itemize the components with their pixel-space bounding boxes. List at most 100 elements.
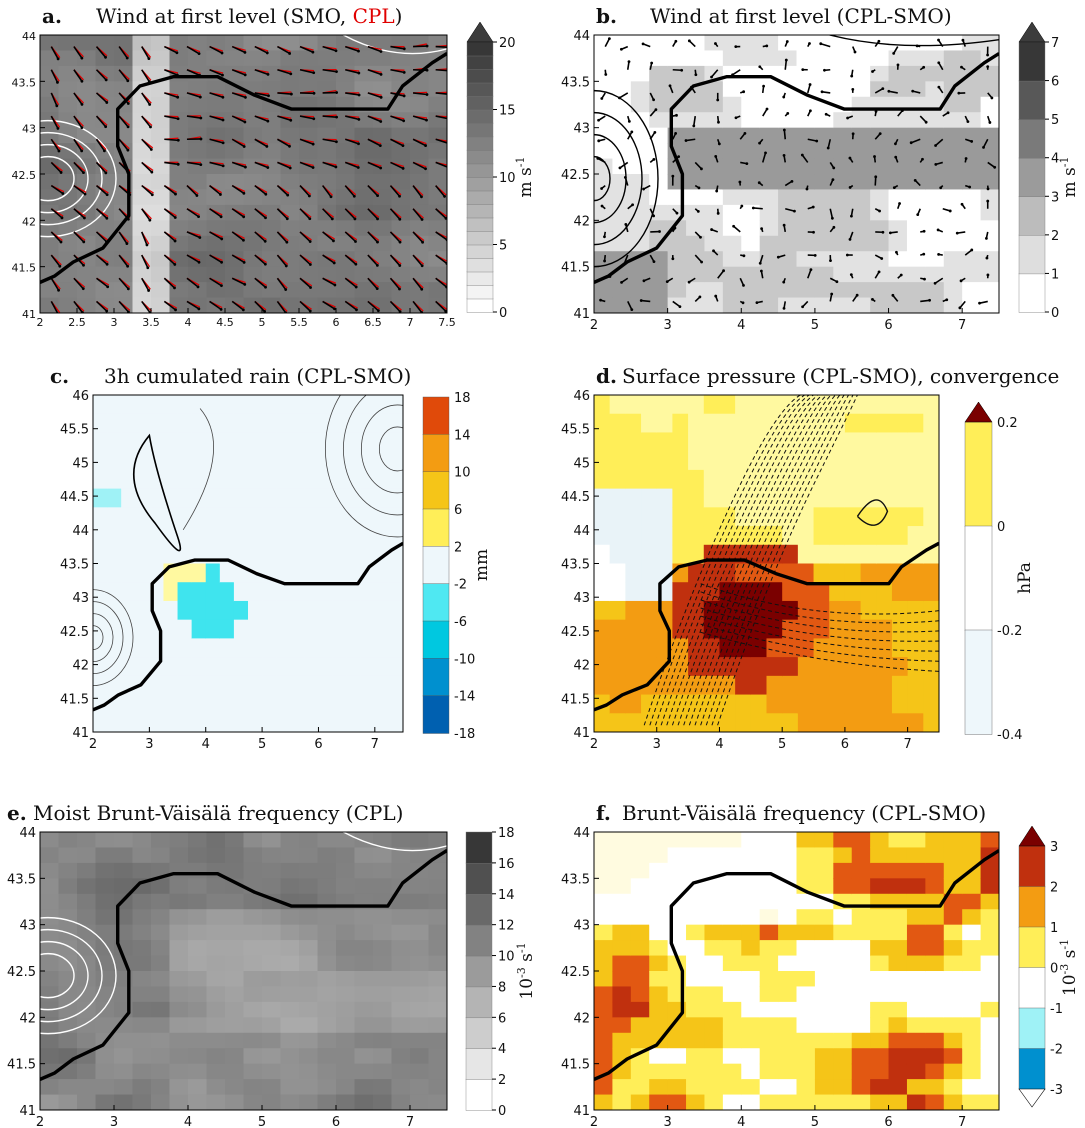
colorbar-unit: m s-1	[514, 157, 536, 198]
colorbar-label: 0	[498, 1104, 506, 1119]
panel-letter: e.	[7, 801, 27, 825]
x-tick-label: 4	[737, 318, 745, 333]
x-tick-label: 2	[590, 737, 598, 752]
x-tick-label: 6	[332, 1115, 340, 1128]
colorbar-cell	[422, 695, 450, 734]
x-tick-label: 6	[333, 316, 340, 329]
y-tick-label: 44	[72, 524, 89, 539]
panel-a: 2 2.5 3 3.5 4 4.5 5 5.5 6 6.5 7 7.5 41 41.5 42 42.5 43 43…	[12, 4, 537, 329]
x-tick-label: 5	[811, 318, 819, 333]
colorbar-cell	[466, 190, 494, 205]
y-tick-label: 42	[573, 659, 590, 674]
panel-f: 2 3 4 5 6 7 41 41.5 42 42.5 43 43.5 44 f. Brunt-Väisäl…	[561, 801, 1080, 1128]
y-tick-label: 42	[573, 214, 590, 229]
plot-area	[93, 395, 403, 732]
x-tick-label: 3	[653, 737, 661, 752]
colorbar-label: 15	[499, 104, 516, 119]
colorbar-cell	[1018, 845, 1046, 888]
colorbar: 0 2 4 6 8 10 12 14 16 18 10-3 s-1	[465, 826, 537, 1119]
x-tick-label: 3	[110, 1115, 118, 1128]
chart-title: Surface pressure (CPL-SMO), convergence	[622, 364, 1059, 388]
x-tick-label: 2	[590, 1115, 598, 1128]
colorbar-label: 2	[454, 540, 462, 555]
colorbar-cell	[1018, 157, 1046, 197]
colorbar-cell	[466, 163, 494, 178]
coastline	[93, 541, 403, 712]
colorbar-label: 8	[498, 980, 506, 995]
panel-d: 2 3 4 5 6 74141.54242.54343.54444.54545.546d.…	[561, 364, 1059, 752]
colorbar-cell	[466, 122, 494, 138]
colorbar-cell	[1018, 1007, 1046, 1050]
colorbar-cell	[422, 546, 450, 585]
colorbar-unit: mm	[472, 549, 492, 581]
colorbar-label: 10	[499, 171, 516, 186]
y-tick-label: 41	[573, 726, 590, 741]
y-tick-label: 43	[573, 919, 590, 934]
colorbar-bottom-arrow	[1018, 1088, 1046, 1108]
wind-vectors	[50, 43, 447, 313]
colorbar-label: 2	[498, 1073, 506, 1088]
y-tick-label: 42.5	[561, 168, 590, 183]
y-tick-label: 43	[19, 919, 36, 934]
panel-c: 2 3 4 5 6 74141.54242.54343.54444.54545.546c.…	[50, 364, 492, 752]
y-tick-label: 43.5	[7, 872, 36, 887]
colorbar-cell	[465, 893, 493, 926]
chart-title: Brunt-Väisälä frequency (CPL-SMO)	[622, 801, 986, 825]
y-tick-label: 43	[573, 122, 590, 137]
x-tick-label: 3	[145, 737, 153, 752]
y-tick-label: 42.5	[12, 169, 37, 182]
x-tick-label: 3.5	[142, 316, 160, 329]
colorbar-top-arrow	[466, 21, 494, 43]
colorbar-cell	[422, 620, 450, 660]
colorbar-cell	[466, 82, 494, 97]
coastline	[594, 52, 999, 284]
x-tick-label: 3	[663, 318, 671, 333]
colorbar: 0 1 2 3 4 5 6 7 m s-1	[1018, 21, 1080, 321]
colorbar-cell	[465, 831, 493, 864]
colorbar-label: 14	[498, 888, 515, 903]
y-tick-label: 46	[573, 389, 590, 404]
colorbar-cell	[465, 1078, 493, 1111]
colorbar-label: 0	[499, 306, 507, 321]
colorbar-label: 2	[1051, 229, 1059, 244]
colorbar-cell	[465, 986, 493, 1019]
colorbar: 0.2 0 -0.2 -0.4 hPa	[964, 401, 1035, 743]
colorbar-unit: 10-3 s-1	[1058, 939, 1080, 996]
colorbar-label: 1	[1050, 921, 1058, 936]
colorbar-label: 0	[1050, 962, 1058, 977]
colorbar-label: 1	[1051, 267, 1059, 282]
plot-area	[40, 832, 447, 1110]
y-tick-label: 43	[72, 591, 89, 606]
colorbar-cell	[964, 629, 993, 735]
colorbar-label: 0.2	[997, 416, 1018, 431]
colorbar-label: -14	[454, 690, 475, 705]
colorbar-cell	[1018, 118, 1046, 159]
x-tick-label: 4	[715, 737, 723, 752]
y-tick-label: 42	[72, 659, 89, 674]
x-tick-label: 6.5	[364, 316, 382, 329]
colorbar-cell	[1018, 196, 1046, 236]
x-tick-label: 4	[737, 1115, 745, 1128]
y-tick-label: 44.5	[561, 490, 590, 505]
colorbar-label: 10	[454, 466, 471, 481]
x-tick-label: 2	[590, 318, 598, 333]
colorbar-label: 6	[1051, 75, 1059, 90]
y-tick-label: 42.5	[7, 965, 36, 980]
colorbar-cell	[1018, 234, 1046, 275]
colorbar-cell	[422, 471, 450, 510]
x-tick-label: 4	[202, 737, 210, 752]
colorbar-cell	[1018, 886, 1046, 928]
colorbar-label: -2	[454, 578, 467, 593]
y-tick-label: 41.5	[561, 261, 590, 276]
colorbar-cell	[1018, 1048, 1046, 1090]
x-tick-label: 6	[884, 1115, 892, 1128]
y-tick-label: 43.5	[561, 75, 590, 90]
colorbar: 0 5 10 15 20 m s-1	[466, 21, 536, 321]
colorbar-label: 20	[499, 36, 516, 51]
x-tick-label: 4.5	[216, 316, 234, 329]
chart-title: 3h cumulated rain (CPL-SMO)	[104, 364, 411, 388]
panel-letter: c.	[50, 364, 69, 388]
y-tick-label: 42.5	[561, 965, 590, 980]
